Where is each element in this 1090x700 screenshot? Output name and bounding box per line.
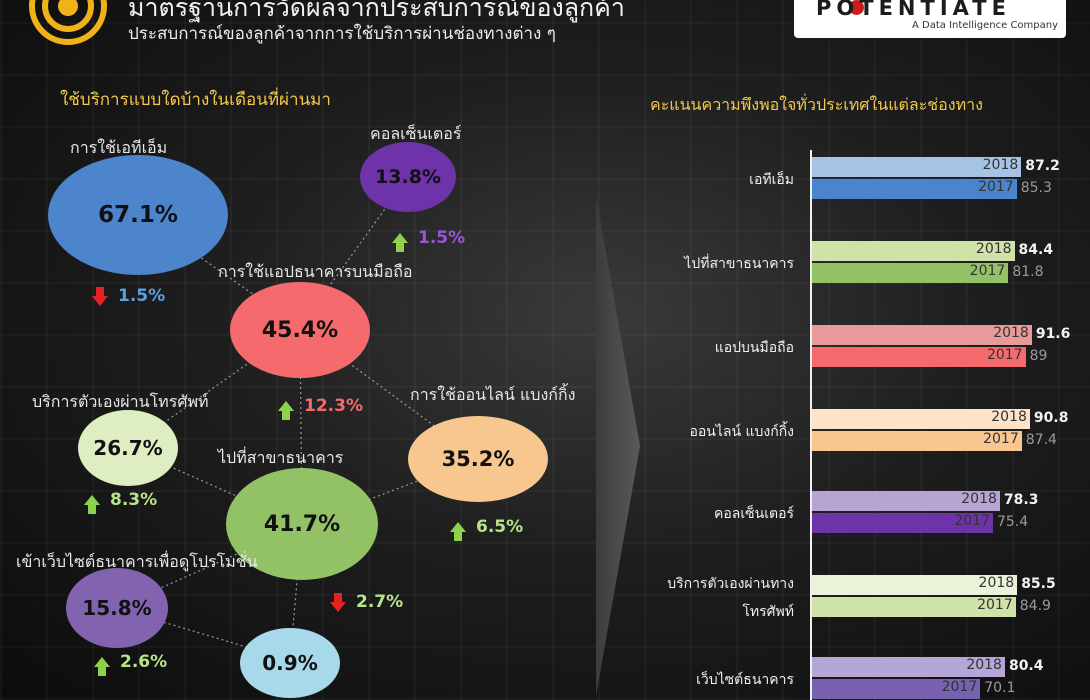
logo-dot-icon [849, 0, 864, 15]
bar-value-label: 80.4 [1008, 658, 1044, 674]
series-year-label: 2018 [978, 575, 1015, 591]
down-arrow-icon [330, 592, 346, 612]
usage-heading: ใช้บริการแบบใดบ้างในเดือนที่ผ่านมา [60, 90, 331, 110]
category-label-line: โทรศัพท์ [742, 604, 794, 620]
bubble-label-callcenter: คอลเซ็นเตอร์ [370, 124, 462, 143]
series-year-label: 2017 [969, 263, 1006, 279]
bubble-phone-self: 26.7% [78, 410, 178, 486]
category-label: คอลเซ็นเตอร์ [713, 506, 794, 522]
bar-value-label: 84.9 [1019, 598, 1051, 614]
bubble-callcenter: 13.8% [360, 142, 456, 212]
logo-tagline: A Data Intelligence Company [912, 20, 1059, 31]
bar-2017: 2017 [812, 347, 1026, 367]
bar-2018: 2018 [812, 157, 1022, 177]
bar-2017: 2017 [812, 179, 1017, 199]
chevron-divider [596, 196, 640, 696]
series-year-label: 2018 [991, 409, 1027, 425]
change-callcenter: 1.5% [392, 228, 465, 252]
series-year-label: 2017 [978, 179, 1014, 195]
category-label-line: บริการตัวเองผ่านทาง [667, 576, 794, 592]
bar-value-label: 89 [1029, 348, 1048, 364]
page-title: มาตรฐานการวัดผลจากประสบการณ์ของลูกค้า [128, 0, 625, 22]
bar-value-label: 84.4 [1018, 242, 1054, 258]
series-year-label: 2017 [941, 679, 978, 695]
bar-2017: 2017 [812, 679, 981, 699]
series-year-label: 2017 [983, 431, 1019, 447]
page-subtitle: ประสบการณ์ของลูกค้าจากการใช้บริการผ่านช่… [128, 24, 556, 44]
series-year-label: 2018 [982, 157, 1019, 173]
bubble-online-banking: 35.2% [408, 416, 548, 502]
bar-value-label: 70.1 [984, 680, 1016, 696]
series-year-label: 2018 [966, 657, 1002, 673]
up-arrow-icon [84, 495, 100, 514]
bar-value-label: 81.8 [1012, 264, 1044, 280]
change-online-banking: 6.5% [450, 517, 523, 541]
bubble-mobile-app: 45.4% [230, 282, 370, 378]
category-label: เอทีเอ็ม [749, 172, 794, 188]
satisfaction-heading: คะแนนความพึงพอใจทั่วประเทศในแต่ละช่องทาง [650, 95, 983, 114]
category-label: ออนไลน์ แบงก์กิ้ง [689, 424, 794, 440]
category-label: บริการตัวเองผ่านทางโทรศัพท์ [667, 573, 794, 623]
bar-value-label: 90.8 [1033, 410, 1069, 426]
change-mobile-app: 12.3% [278, 396, 363, 420]
down-arrow-icon [92, 286, 108, 306]
change-branch: 2.7% [330, 592, 403, 612]
change-website: 2.6% [94, 652, 167, 676]
up-arrow-icon [450, 522, 466, 541]
series-year-label: 2018 [993, 325, 1029, 341]
category-label: แอปบนมือถือ [714, 340, 794, 356]
bar-value-label: 75.4 [996, 514, 1029, 530]
bar-value-label: 85.5 [1021, 576, 1056, 592]
series-year-label: 2017 [977, 597, 1013, 613]
series-year-label: 2017 [986, 347, 1023, 363]
bar-2018: 2018 [812, 241, 1015, 261]
series-year-label: 2017 [954, 513, 990, 529]
bar-value-label: 87.2 [1025, 158, 1060, 174]
change-phone-self: 8.3% [84, 490, 157, 514]
bar-2017: 2017 [812, 431, 1022, 451]
bar-axis [810, 150, 812, 700]
bubble-label-atm: การใช้เอทีเอ็ม [70, 138, 168, 157]
logo-wordmark: POTENTIATE [816, 0, 1011, 20]
bar-2018: 2018 [812, 409, 1030, 429]
bar-2018: 2018 [812, 491, 1000, 511]
up-arrow-icon [94, 657, 110, 676]
bubble-website: 15.8% [66, 568, 168, 648]
bar-2017: 2017 [812, 597, 1016, 617]
bubble-atm: 67.1% [48, 155, 228, 275]
bubble-branch: 41.7% [226, 468, 378, 580]
bar-value-label: 87.4 [1025, 432, 1057, 448]
category-label: ไปที่สาขาธนาคาร [684, 256, 794, 272]
bubble-label-online-banking: การใช้ออนไลน์ แบงก์กิ้ง [410, 385, 576, 404]
bar-2018: 2018 [812, 575, 1018, 595]
bar-value-label: 85.3 [1020, 180, 1052, 196]
bar-2018: 2018 [812, 657, 1005, 677]
bar-value-label: 78.3 [1003, 492, 1039, 508]
series-year-label: 2018 [975, 241, 1012, 257]
change-atm: 1.5% [92, 286, 165, 306]
bubble-other: 0.9% [240, 628, 340, 698]
bubble-label-mobile-app: การใช้แอปธนาคารบนมือถือ [218, 262, 413, 281]
bar-2018: 2018 [812, 325, 1032, 345]
bar-2017: 2017 [812, 263, 1009, 283]
category-label: เว็บไซต์ธนาคาร [696, 672, 794, 688]
header-target-icon [29, 0, 107, 45]
bubble-label-website: เข้าเว็บไซต์ธนาคารเพื่อดูโปรโมชั่น [16, 552, 258, 571]
up-arrow-icon [278, 401, 294, 420]
series-year-label: 2018 [961, 491, 997, 507]
bubble-label-phone-self: บริการตัวเองผ่านโทรศัพท์ [32, 392, 209, 411]
bubble-label-branch: ไปที่สาขาธนาคาร [218, 448, 344, 467]
bar-value-label: 91.6 [1035, 326, 1071, 342]
up-arrow-icon [392, 233, 408, 252]
bar-2017: 2017 [812, 513, 993, 533]
potentiate-logo: POTENTIATE A Data Intelligence Company [794, 0, 1066, 38]
